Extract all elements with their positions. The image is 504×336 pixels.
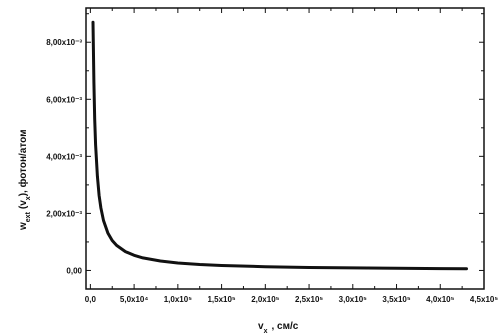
y-tick-label: 2,00x10⁻³ <box>46 209 82 218</box>
series-line <box>91 20 468 271</box>
y-axis-label-paren: (v <box>18 200 29 209</box>
plot-frame <box>85 7 485 290</box>
x-tick-label: 1,5x10⁵ <box>207 295 235 304</box>
y-tick-label: 4,00x10⁻³ <box>46 152 82 161</box>
x-tick-label: 2,5x10⁵ <box>295 295 323 304</box>
x-tick-label: 1,0x10⁵ <box>164 295 192 304</box>
x-axis-label-main: v <box>258 321 264 332</box>
x-axis-ticks <box>89 8 485 289</box>
y-axis-label-subscript-2: x <box>25 196 32 200</box>
x-tick-label: 4,5x10⁵ <box>470 295 498 304</box>
y-tick-label: 0,00 <box>66 266 82 275</box>
y-axis-label: wext (vx), фотон/атом <box>17 130 32 231</box>
y-axis-ticks <box>86 13 484 271</box>
x-tick-label: 3,0x10⁵ <box>339 295 367 304</box>
y-axis-label-units: ), фотон/атом <box>17 130 29 197</box>
x-axis-tick-labels: 0,0 5,0x10⁴ 1,0x10⁵ 1,5x10⁵ 2,0x10⁵ 2,5x10⁵ 3,… <box>85 295 499 304</box>
x-tick-label: 3,5x10⁵ <box>382 295 410 304</box>
y-tick-label: 8,00x10⁻³ <box>46 38 82 47</box>
y-tick-label: 6,00x10⁻³ <box>46 95 82 104</box>
x-tick-label: 5,0x10⁴ <box>120 295 148 304</box>
y-axis-tick-labels: 0,00 2,00x10⁻³ 4,00x10⁻³ 6,00x10⁻³ 8,00x10⁻³ <box>46 38 82 275</box>
y-axis-label-main: w <box>18 222 29 231</box>
x-axis-label: vx, см/с <box>258 321 299 335</box>
x-axis-label-units: , см/с <box>271 321 298 332</box>
x-tick-label: 0,0 <box>85 295 97 304</box>
y-axis-label-subscript: ext <box>25 211 32 222</box>
x-tick-label: 2,0x10⁵ <box>251 295 279 304</box>
x-tick-label: 4,0x10⁵ <box>426 295 454 304</box>
x-axis-label-subscript: x <box>264 328 268 335</box>
